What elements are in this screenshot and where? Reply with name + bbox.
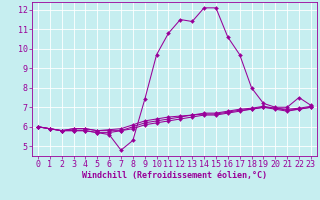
- X-axis label: Windchill (Refroidissement éolien,°C): Windchill (Refroidissement éolien,°C): [82, 171, 267, 180]
